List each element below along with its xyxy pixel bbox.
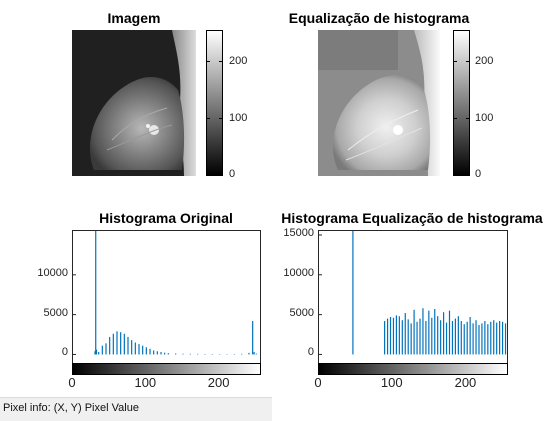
histogram-original-bars <box>73 231 257 355</box>
colorbar2-tick-0: 0 <box>475 168 482 180</box>
colorbar2-tick-200: 200 <box>475 55 494 67</box>
histogram-original-gradient <box>72 363 261 375</box>
y-tick-label: 5000 <box>43 306 68 319</box>
colorbar-original <box>206 30 223 176</box>
histogram-original-plot[interactable] <box>72 230 261 371</box>
y-tick-label: 0 <box>307 346 314 359</box>
original-image-drawing <box>72 30 196 176</box>
x-tick-label: 100 <box>134 375 157 390</box>
colorbar-tick-0: 0 <box>229 168 236 180</box>
pixel-info-text: Pixel info: (X, Y) Pixel Value <box>3 402 139 414</box>
x-tick-label: 0 <box>314 375 322 390</box>
colorbar-tick-200: 200 <box>229 55 248 67</box>
equalized-image-drawing <box>318 30 440 176</box>
y-tick-label: 5000 <box>289 306 314 319</box>
x-tick-label: 200 <box>454 375 477 390</box>
histogram-equalized-plot[interactable] <box>318 230 508 371</box>
y-tick-label: 0 <box>61 346 68 359</box>
colorbar2-tick-100: 100 <box>475 112 494 124</box>
image-equalized-title: Equalização de histograma <box>288 10 470 26</box>
pixel-info-status-bar: Pixel info: (X, Y) Pixel Value <box>0 397 272 421</box>
colorbar-tick-100: 100 <box>229 112 248 124</box>
y-tick-label: 10000 <box>283 266 314 279</box>
original-image[interactable] <box>72 30 196 176</box>
equalized-image[interactable] <box>318 30 440 176</box>
y-tick-label: 15000 <box>283 226 314 239</box>
x-tick-label: 100 <box>380 375 403 390</box>
colorbar-equalized <box>453 30 470 176</box>
histogram-equalized-bars <box>319 231 507 355</box>
y-tick-label: 10000 <box>37 266 68 279</box>
histogram-equalized-gradient <box>318 363 508 375</box>
hist-equalized-title: Histograma Equalização de histograma <box>281 210 543 226</box>
x-tick-label: 200 <box>207 375 230 390</box>
x-tick-label: 0 <box>68 375 76 390</box>
hist-original-title: Histograma Original <box>99 210 233 226</box>
image-original-title: Imagem <box>107 10 161 26</box>
